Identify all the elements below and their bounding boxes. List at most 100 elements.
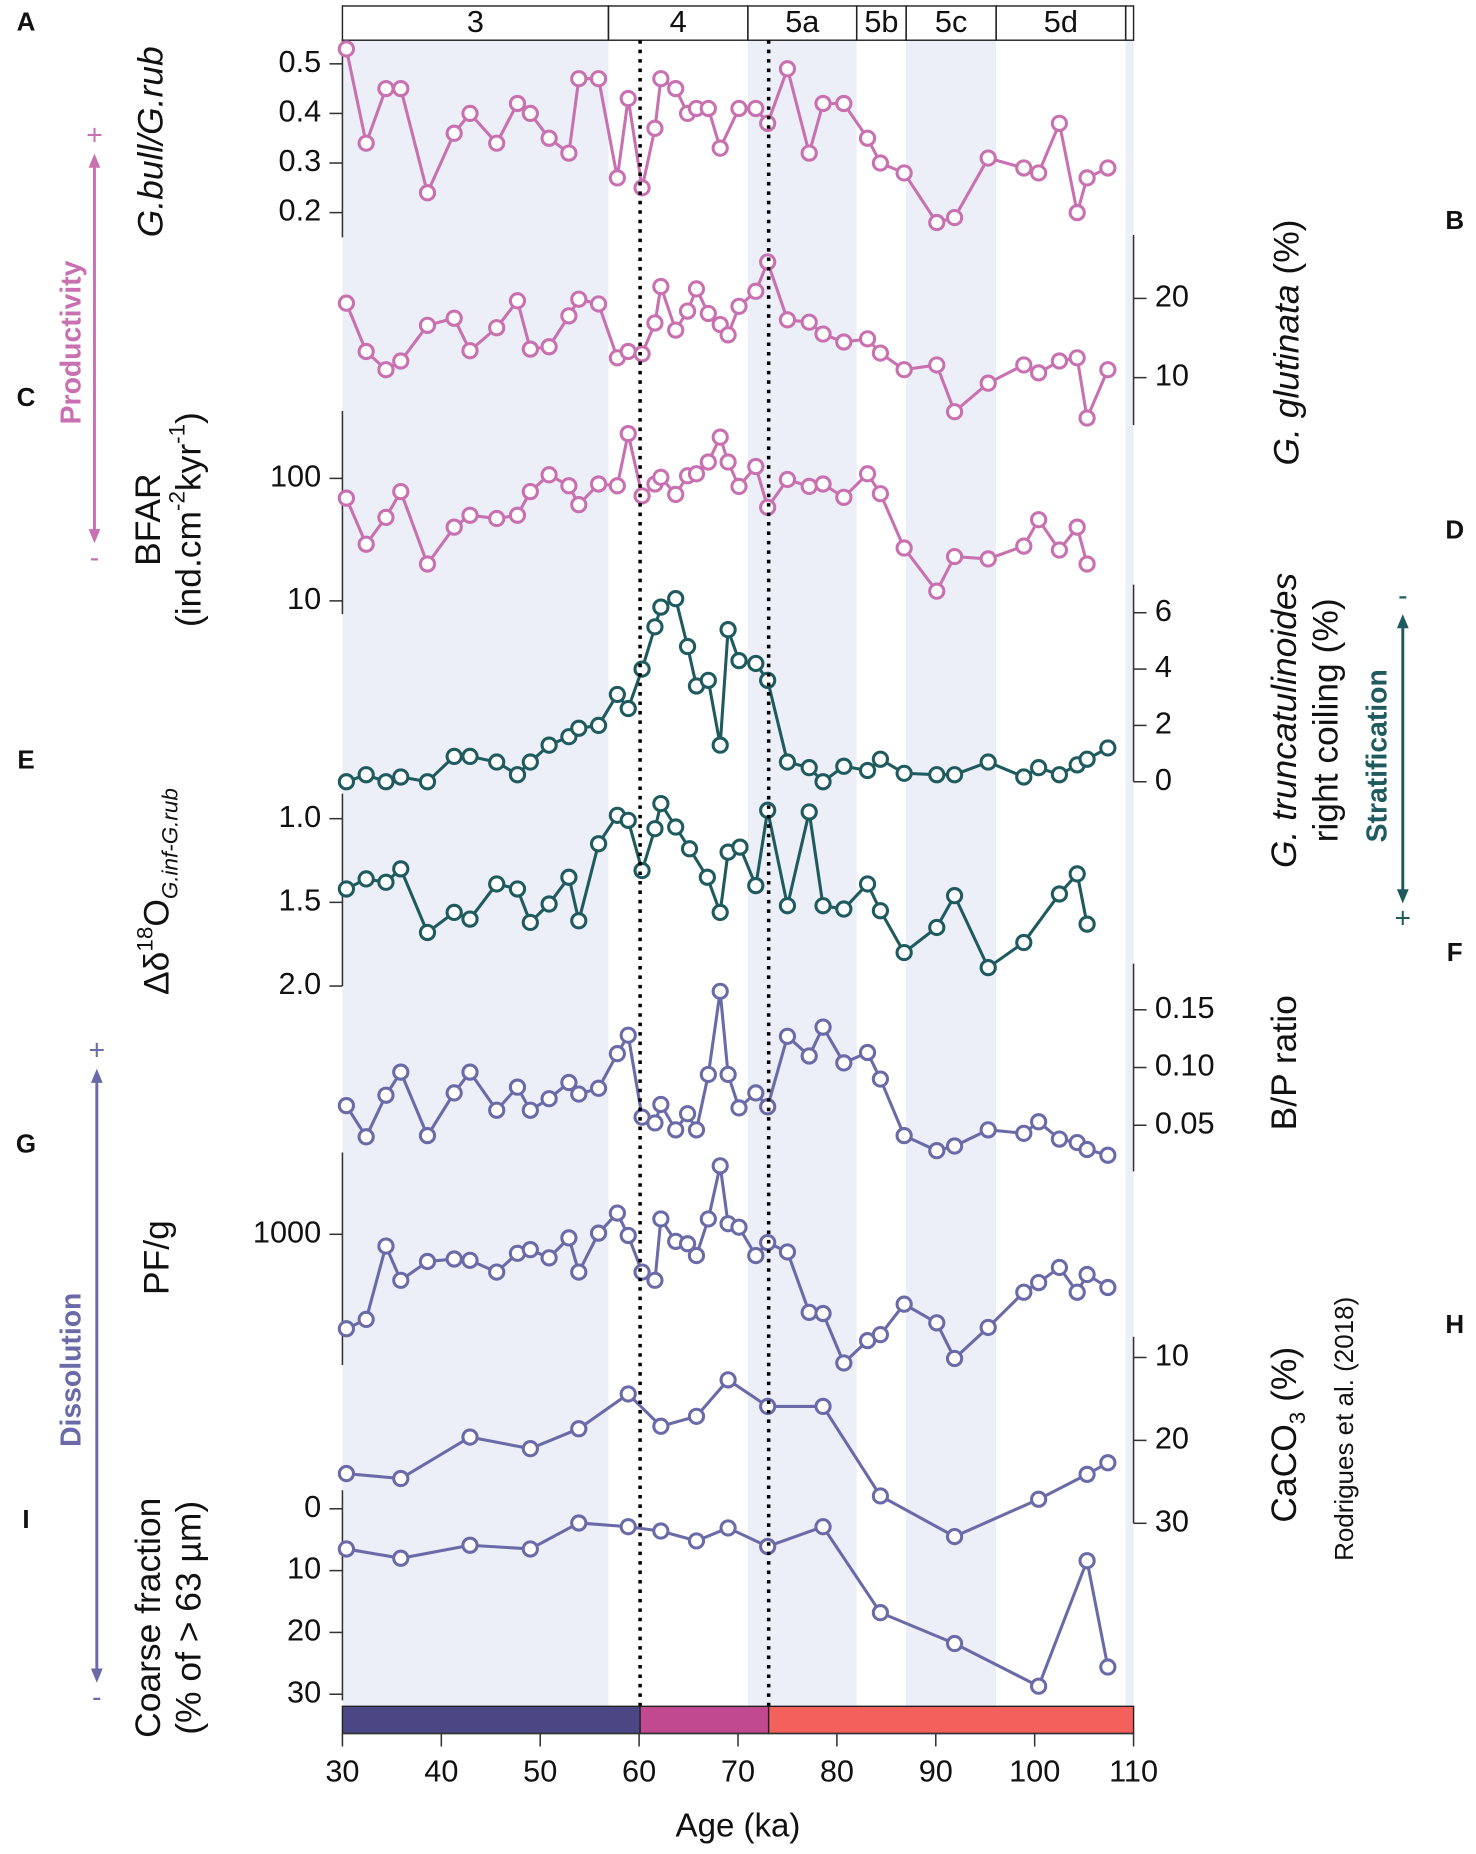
- data-point: [357, 1128, 375, 1146]
- data-point: [377, 773, 395, 791]
- data-point: [445, 124, 463, 142]
- x-tick-label: 110: [1109, 1754, 1158, 1789]
- data-point: [698, 868, 716, 886]
- data-point: [508, 94, 527, 113]
- data-point: [418, 1127, 437, 1145]
- data-point: [1050, 885, 1069, 903]
- stage-shading: [906, 40, 997, 1707]
- data-point: [1030, 511, 1048, 529]
- data-point: [589, 1079, 608, 1097]
- y-axis-label: Coarse fraction: [129, 1498, 169, 1738]
- data-point: [945, 887, 964, 905]
- arrow-sign: -: [90, 542, 99, 574]
- y-tick-label: 100: [270, 458, 321, 493]
- data-point: [858, 129, 877, 147]
- stage-label: 5b: [864, 4, 898, 39]
- data-point: [1050, 1258, 1069, 1277]
- data-point: [337, 489, 356, 507]
- data-point: [800, 759, 818, 777]
- data-point: [1099, 1278, 1117, 1297]
- data-point: [928, 213, 946, 232]
- data-point: [418, 555, 437, 573]
- data-point: [1068, 865, 1086, 883]
- data-point: [337, 1096, 356, 1115]
- data-point: [488, 1263, 506, 1281]
- data-point: [461, 104, 479, 123]
- data-point: [1030, 164, 1048, 182]
- data-point: [730, 1218, 748, 1236]
- data-point: [759, 498, 777, 516]
- data-point: [652, 794, 670, 813]
- data-point: [337, 880, 356, 898]
- data-point: [687, 1407, 706, 1425]
- data-point: [1078, 555, 1096, 573]
- data-point: [711, 1157, 729, 1175]
- data-point: [778, 897, 797, 915]
- data-point: [377, 1237, 395, 1255]
- x-tick-label: 80: [820, 1754, 854, 1789]
- label-part: CaCO: [1264, 1424, 1304, 1522]
- data-point: [667, 485, 685, 504]
- y-tick-label: 0: [1155, 762, 1172, 797]
- background: [342, 40, 1134, 1707]
- data-point: [488, 753, 506, 771]
- data-point: [699, 1210, 717, 1228]
- data-point: [619, 699, 637, 718]
- y-tick-label: 0.05: [1155, 1105, 1215, 1140]
- data-point: [1099, 361, 1117, 379]
- data-point: [646, 1271, 664, 1289]
- panel-letter: G: [16, 1128, 36, 1158]
- x-tick-label: 40: [424, 1754, 458, 1789]
- data-point: [357, 342, 375, 361]
- data-point: [778, 1243, 797, 1261]
- data-point: [1099, 1658, 1117, 1676]
- data-point: [871, 750, 890, 768]
- data-point: [979, 753, 997, 771]
- data-point: [377, 873, 395, 891]
- data-point: [608, 1204, 626, 1222]
- y-tick-label: 10: [1155, 358, 1189, 393]
- data-point: [945, 1349, 964, 1368]
- x-tick-label: 100: [1009, 1754, 1060, 1789]
- data-point: [667, 80, 685, 98]
- data-point: [1050, 541, 1069, 559]
- data-point: [652, 468, 670, 486]
- y-tick-label: 20: [1155, 279, 1189, 314]
- y-tick-label: 10: [287, 1551, 321, 1586]
- source-note: Rodrigues et al. (2018): [1329, 1297, 1359, 1561]
- data-point: [652, 70, 670, 88]
- data-point: [895, 764, 913, 782]
- data-point: [858, 465, 877, 483]
- y-tick-label: 0.2: [279, 193, 322, 228]
- label-part: Δδ: [137, 952, 177, 995]
- data-point: [1068, 1283, 1086, 1301]
- data-point: [814, 1518, 832, 1536]
- data-point: [445, 903, 463, 922]
- data-point: [461, 747, 479, 766]
- data-point: [1015, 356, 1033, 374]
- data-point: [521, 913, 539, 932]
- data-point: [895, 361, 913, 379]
- data-point: [377, 1086, 395, 1104]
- data-point: [1030, 759, 1048, 777]
- data-point: [608, 169, 626, 187]
- data-point: [337, 1320, 356, 1338]
- label-part: 3: [1285, 1412, 1310, 1424]
- data-point: [747, 1246, 765, 1265]
- data-point: [377, 361, 395, 379]
- label-part: B/P ratio: [1264, 995, 1304, 1130]
- data-point: [945, 1137, 964, 1155]
- data-point: [608, 1045, 626, 1063]
- data-point: [357, 535, 375, 553]
- data-point: [945, 208, 964, 227]
- data-point: [928, 1314, 946, 1332]
- arrow-sign: +: [86, 120, 103, 152]
- data-point: [418, 773, 437, 791]
- label-part: (%): [1267, 220, 1307, 285]
- y-tick-label: 1.0: [279, 799, 322, 834]
- y-axis-label: Δδ18OG.inf-G.rub: [133, 788, 183, 995]
- data-point: [488, 875, 506, 893]
- data-point: [540, 338, 558, 356]
- data-point: [928, 356, 946, 374]
- label-part: O: [137, 899, 177, 927]
